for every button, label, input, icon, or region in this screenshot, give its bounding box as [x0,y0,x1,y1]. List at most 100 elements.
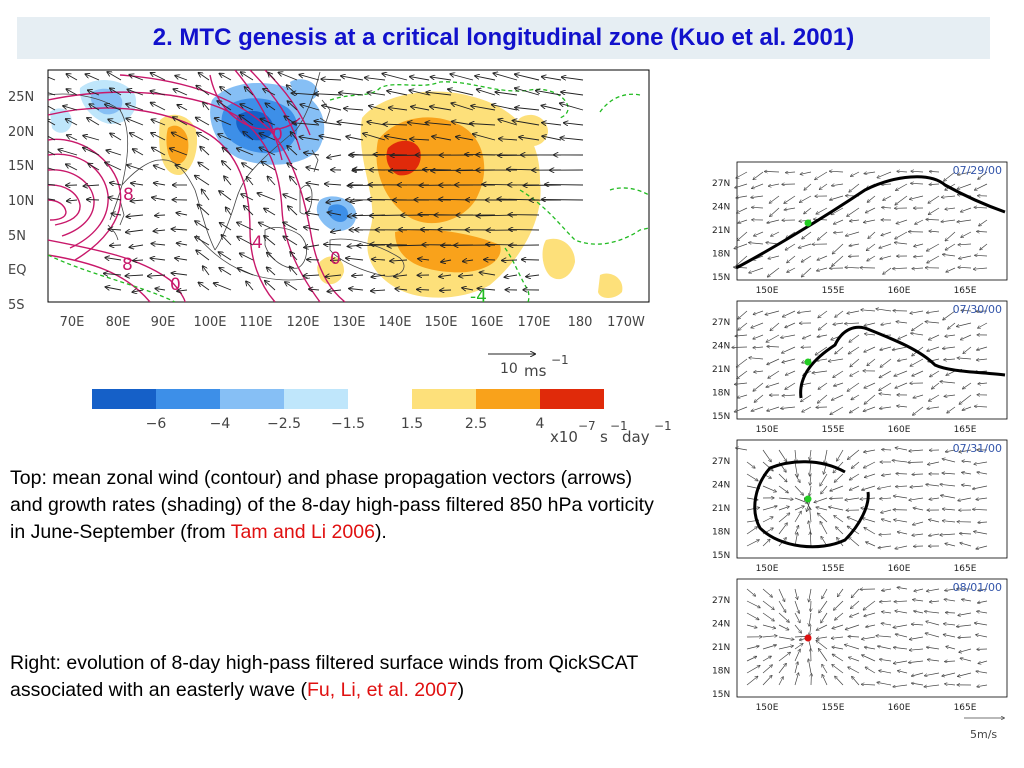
caption-top-body: Top: mean zonal wind (contour) and phase… [10,467,654,543]
colorbar-label: −4 [210,416,231,432]
wind-vector [735,335,748,336]
wind-vector [815,171,828,180]
wind-vector [927,647,940,650]
panel-lat-label: 24N [712,620,730,630]
phase-vector [222,148,232,156]
phase-vector [58,150,78,156]
wind-vector [736,195,748,198]
wind-vector [786,231,796,238]
phase-vector [290,252,298,261]
colorbar-label: −2.5 [267,416,301,432]
phase-vector [173,117,188,126]
phase-vector [197,133,210,141]
wind-vector [960,543,972,547]
caption-bottom-reference[interactable]: Fu, Li, et al. 2007 [306,679,458,701]
phase-vector [126,118,144,126]
svg-text:s: s [600,428,608,446]
storm-center-dot [804,358,812,366]
panel-lat-label: 24N [712,203,730,213]
wind-vector [732,347,748,348]
wind-vector [977,231,988,232]
wind-vector [912,268,924,269]
phase-vector [67,135,78,141]
wind-vector [926,219,940,220]
wind-vector [753,334,764,339]
phase-vector [288,101,298,111]
wind-vector [882,589,892,591]
phase-vector [509,229,540,230]
panel-lat-label: 21N [712,504,730,514]
wind-vector [794,506,804,511]
panel-lat-label: 15N [712,690,730,700]
phase-vector [327,290,342,292]
phase-vector [303,275,320,276]
wind-vector [830,171,844,172]
caption-bottom-tail: ) [457,679,465,701]
wind-vector [942,459,956,463]
caption-bottom: Right: evolution of 8-day high-pass filt… [10,650,660,704]
phase-vector [83,148,100,156]
wind-vector [817,359,828,361]
wind-vector [977,611,988,613]
wind-vector [909,661,924,663]
wind-vector [895,195,908,205]
phase-vector [219,191,232,201]
phase-vector [67,200,78,201]
phase-vector [48,135,56,141]
phase-vector [172,229,188,230]
wind-vector [778,664,786,674]
wind-vector [962,406,972,410]
wind-vector [829,358,844,361]
phase-vector [220,74,232,81]
phase-vector [325,184,342,185]
wind-vector [746,624,757,628]
caption-top-reference[interactable]: Tam and Li 2006 [230,521,375,543]
wind-vector [746,612,759,620]
phase-vector [131,200,144,201]
wind-vector [811,600,812,611]
wind-panel: 08/01/00 27N 24N 21N 18N 15N 150E 155E 160E 165E [712,578,1008,713]
phase-vector [104,273,122,275]
wind-vector [894,601,908,602]
phase-vector [218,134,232,141]
wind-vector [767,406,780,411]
wind-vector [961,310,972,311]
wind-vector [866,207,876,213]
panel-frame [736,578,1008,698]
wind-vector [838,588,844,596]
wind-vector [862,485,876,490]
wind-vector [944,635,956,638]
wind-vector [762,588,772,597]
phase-vector [368,92,386,95]
phase-vector [155,215,166,216]
panel-lon-label: 150E [756,564,779,574]
wind-vector [846,624,860,630]
wind-vector [800,195,812,202]
phase-vector [304,153,320,155]
wind-vector [943,310,956,320]
phase-vector [48,150,56,156]
wind-vector [898,359,908,361]
phase-vector [319,136,342,141]
wind-vector [977,359,988,360]
wind-vector [833,370,844,377]
wind-vector [947,406,956,413]
panel-date: 07/31/00 [953,442,1002,455]
wind-vector [746,666,760,674]
phase-vector [344,108,364,110]
wind-vector [913,394,924,398]
wind-vector [929,184,940,185]
wind-vector [803,334,812,339]
phase-vector [48,167,56,171]
phase-vector [151,73,166,81]
phase-vector [349,289,364,291]
phase-vector [48,105,56,111]
growth-shading [50,79,623,298]
lon-label: 170E [517,315,550,330]
wind-vector [766,382,780,387]
wind-vector [783,310,796,317]
wind-vector [929,498,940,499]
wind-vector [753,171,764,179]
wind-vector [867,358,876,366]
phase-vector [346,258,364,260]
